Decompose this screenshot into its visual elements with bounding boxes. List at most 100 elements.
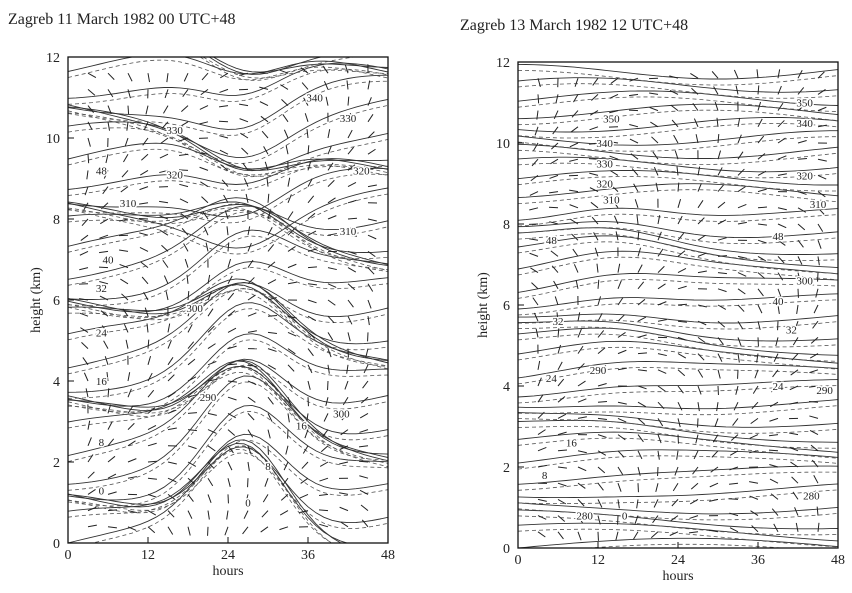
- wind-barb: [672, 499, 678, 506]
- wind-barb: [718, 167, 722, 175]
- wind-barb: [228, 413, 236, 417]
- wind-barb: [570, 205, 578, 208]
- wind-barb: [616, 532, 618, 541]
- y-tick-label: 12: [46, 51, 60, 66]
- isotherm: [68, 81, 388, 135]
- wind-barb: [360, 413, 368, 417]
- wind-barb: [147, 323, 148, 332]
- wind-barb: [268, 430, 270, 439]
- wind-barb: [208, 309, 213, 316]
- wind-barb: [698, 386, 701, 394]
- wind-barb: [532, 159, 538, 166]
- wind-barb: [598, 418, 607, 419]
- wind-barb: [200, 182, 208, 187]
- wind-barb: [86, 388, 88, 397]
- wind-barb: [550, 175, 558, 178]
- wind-barb: [658, 320, 667, 322]
- wind-barb: [578, 399, 586, 402]
- wind-barb: [758, 189, 767, 192]
- wind-barb: [248, 295, 256, 300]
- wind-barb: [188, 413, 197, 414]
- wind-barb: [108, 422, 112, 430]
- contour-label: 290: [200, 392, 217, 404]
- wind-barb: [88, 138, 90, 147]
- wind-barb: [123, 154, 128, 162]
- wind-barb: [758, 240, 767, 243]
- wind-barb: [239, 104, 248, 105]
- wind-barb: [166, 291, 168, 300]
- isentrope: [518, 274, 838, 293]
- wind-barb: [538, 361, 540, 370]
- wind-barb: [818, 523, 819, 532]
- wind-barb: [529, 208, 538, 210]
- wind-barb: [143, 138, 148, 145]
- wind-barb: [658, 386, 665, 391]
- wind-barb: [208, 478, 213, 486]
- wind-barb: [106, 154, 108, 163]
- wind-barb: [690, 73, 698, 78]
- wind-barb: [148, 390, 154, 397]
- isentrope: [518, 294, 838, 309]
- wind-barb: [718, 321, 725, 327]
- wind-barb: [590, 127, 598, 130]
- wind-barb: [694, 451, 698, 459]
- wind-barb: [227, 511, 228, 520]
- wind-barb: [179, 154, 188, 155]
- contour-field: [518, 64, 838, 554]
- wind-barb: [184, 244, 188, 252]
- y-axis-label: height (km): [476, 272, 491, 338]
- wind-barb: [618, 298, 623, 305]
- wind-barb: [658, 284, 666, 289]
- wind-barb: [531, 175, 538, 180]
- wind-barb: [200, 167, 208, 170]
- wind-barb: [638, 265, 642, 273]
- wind-barb: [576, 280, 578, 289]
- wind-barb: [284, 130, 288, 138]
- wind-barb: [328, 332, 333, 340]
- wind-barb: [148, 73, 150, 82]
- wind-barb: [104, 341, 108, 349]
- contour-label: 24: [773, 381, 785, 393]
- wind-barb: [148, 373, 152, 381]
- wind-barb: [598, 467, 605, 473]
- wind-barb: [573, 249, 578, 256]
- wind-barb: [572, 111, 578, 118]
- isotherm: [518, 386, 838, 403]
- wind-barb: [368, 149, 376, 154]
- wind-barb: [698, 271, 707, 273]
- wind-barb: [168, 340, 171, 348]
- wind-barb: [308, 284, 317, 285]
- isentrope: [68, 230, 388, 299]
- wind-barb: [348, 130, 352, 138]
- wind-barb: [818, 240, 821, 248]
- wind-barb: [348, 332, 350, 341]
- wind-barb: [671, 516, 678, 521]
- wind-barb: [248, 462, 249, 471]
- wind-barb: [368, 268, 374, 275]
- wind-barb: [246, 194, 248, 203]
- wind-barb: [730, 528, 738, 532]
- wind-barb: [574, 264, 578, 272]
- wind-barb: [148, 425, 156, 429]
- wind-barb: [288, 332, 296, 336]
- wind-barb: [281, 99, 288, 105]
- contour-label: 24: [546, 373, 558, 385]
- wind-barb: [618, 467, 623, 475]
- isotherm: [68, 382, 388, 490]
- wind-barb: [778, 103, 783, 110]
- wind-barb: [339, 462, 348, 464]
- wind-barb: [348, 300, 353, 307]
- wind-barb: [88, 154, 89, 163]
- isotherm: [68, 288, 388, 374]
- wind-barb: [163, 106, 168, 114]
- contour-label: 340: [306, 93, 323, 105]
- wind-barb: [243, 527, 248, 534]
- wind-barb: [305, 113, 308, 122]
- wind-barb: [598, 483, 603, 490]
- wind-barb: [650, 107, 658, 110]
- wind-barb: [99, 267, 108, 268]
- isotherm: [518, 163, 838, 178]
- wind-barb: [308, 349, 313, 356]
- wind-barb: [267, 178, 268, 187]
- wind-barb: [658, 232, 661, 240]
